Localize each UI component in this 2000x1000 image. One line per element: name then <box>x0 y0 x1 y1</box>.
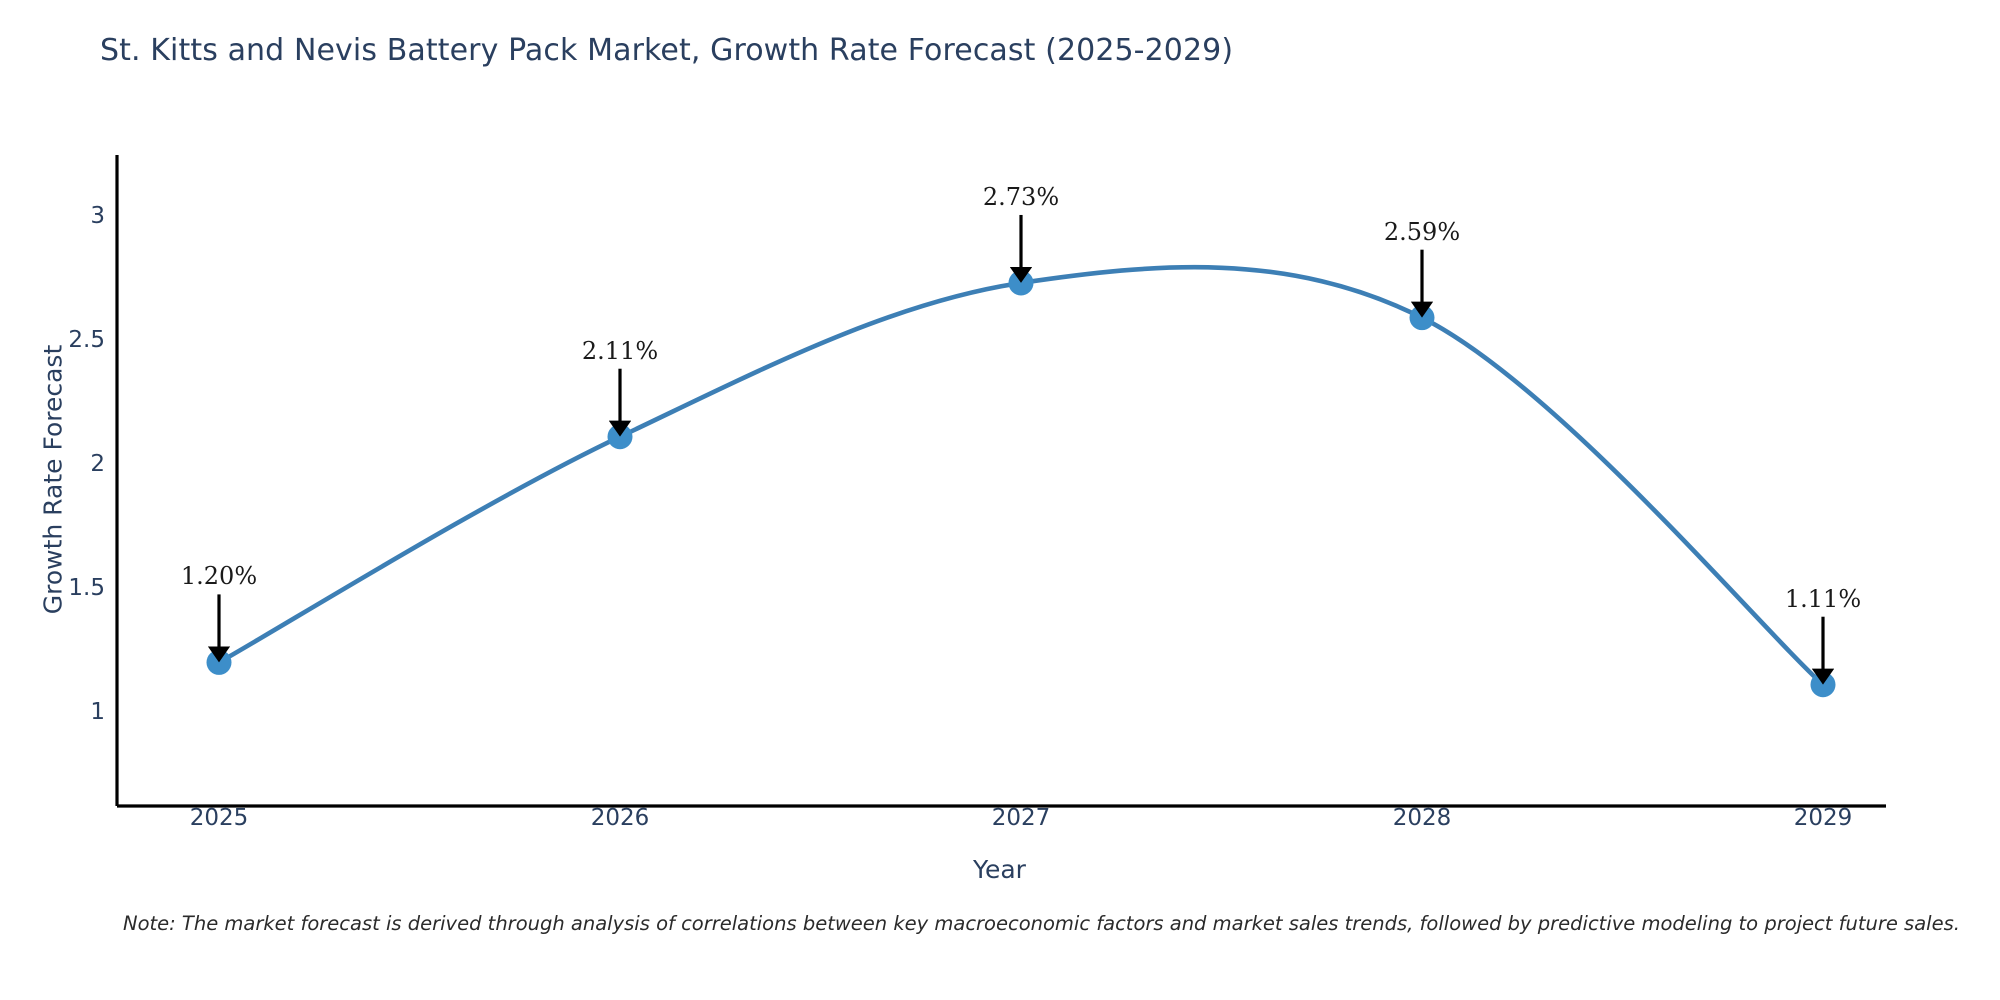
x-axis-title-wrap: Year <box>0 855 2000 884</box>
x-tick-label: 2026 <box>590 805 650 831</box>
x-tick-label: 2028 <box>1392 805 1452 831</box>
data-point-label: 2.11% <box>581 336 659 365</box>
y-tick-label: 1.5 <box>68 575 105 601</box>
data-point-marker[interactable] <box>1008 270 1034 296</box>
data-point-label: 1.11% <box>1784 584 1862 613</box>
chart-title: St. Kitts and Nevis Battery Pack Market,… <box>100 33 1234 68</box>
data-markers <box>206 270 1836 698</box>
data-point-marker[interactable] <box>1810 672 1836 698</box>
data-point-label: 2.59% <box>1383 217 1461 246</box>
y-tick-label: 2.5 <box>68 327 105 353</box>
x-axis-title: Year <box>973 855 1026 884</box>
annotation-arrows <box>207 214 1835 685</box>
x-tick-label: 2029 <box>1793 805 1853 831</box>
y-tick-label: 3 <box>90 203 105 229</box>
data-point-marker[interactable] <box>607 424 633 450</box>
x-tick-label: 2025 <box>189 805 249 831</box>
data-series-line <box>216 264 1826 688</box>
data-point-label: 2.73% <box>982 182 1060 211</box>
data-point-marker[interactable] <box>1409 305 1435 331</box>
y-axis-tick-labels: 1 1.5 2 2.5 3 <box>35 0 105 1000</box>
y-tick-label: 1 <box>90 699 105 725</box>
data-point-marker[interactable] <box>206 649 232 675</box>
y-tick-label: 2 <box>90 451 105 477</box>
chart-footnote: Note: The market forecast is derived thr… <box>123 912 1960 935</box>
data-point-label: 1.20% <box>180 562 258 591</box>
x-tick-label: 2027 <box>991 805 1051 831</box>
